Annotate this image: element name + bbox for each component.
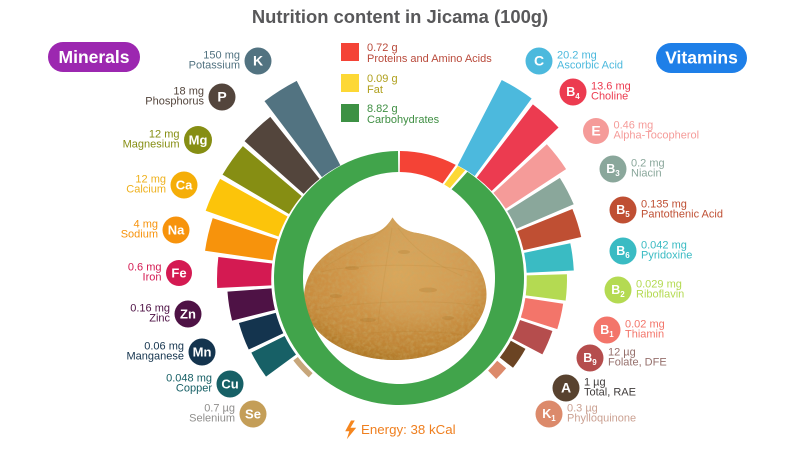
svg-text:Cu: Cu <box>221 376 238 391</box>
svg-text:Na: Na <box>168 222 185 237</box>
svg-text:Fe: Fe <box>171 265 186 280</box>
svg-text:Phosphorus: Phosphorus <box>145 96 204 108</box>
svg-text:B3: B3 <box>606 162 620 178</box>
svg-text:0.135 mg: 0.135 mg <box>641 199 687 211</box>
svg-text:B6: B6 <box>616 244 630 260</box>
svg-text:4 mg: 4 mg <box>134 219 158 231</box>
svg-text:B2: B2 <box>611 283 625 299</box>
svg-text:Potassium: Potassium <box>189 60 240 72</box>
svg-text:Energy: 38 kCal: Energy: 38 kCal <box>361 422 456 437</box>
svg-text:K: K <box>253 53 263 69</box>
svg-text:A: A <box>561 380 571 396</box>
svg-text:0.7 µg: 0.7 µg <box>204 403 235 415</box>
svg-text:Folate, DFE: Folate, DFE <box>608 357 667 369</box>
svg-text:Copper: Copper <box>176 383 212 395</box>
svg-text:Mn: Mn <box>193 344 212 359</box>
svg-text:Vitamins: Vitamins <box>665 48 738 68</box>
svg-text:Carbohydrates: Carbohydrates <box>367 114 440 126</box>
svg-text:Se: Se <box>245 406 261 421</box>
svg-text:C: C <box>534 53 544 69</box>
svg-text:0.3 µg: 0.3 µg <box>567 403 598 415</box>
svg-text:12 mg: 12 mg <box>135 174 166 186</box>
svg-text:Pyridoxine: Pyridoxine <box>641 250 692 262</box>
svg-text:0.06 mg: 0.06 mg <box>144 341 184 353</box>
svg-text:Thiamin: Thiamin <box>625 329 664 341</box>
svg-text:Ca: Ca <box>176 177 193 192</box>
svg-text:0.16 mg: 0.16 mg <box>130 303 170 315</box>
svg-text:150 mg: 150 mg <box>203 50 240 62</box>
svg-text:12 mg: 12 mg <box>149 129 180 141</box>
svg-text:B4: B4 <box>566 85 580 101</box>
svg-text:Phylloquinone: Phylloquinone <box>567 413 636 425</box>
svg-text:13.6 mg: 13.6 mg <box>591 81 631 93</box>
svg-text:0.042 mg: 0.042 mg <box>641 240 687 252</box>
svg-text:Sodium: Sodium <box>121 229 158 241</box>
svg-text:B9: B9 <box>583 351 597 367</box>
svg-text:B1: B1 <box>600 323 614 339</box>
svg-text:8.82 g: 8.82 g <box>367 103 398 115</box>
svg-text:Riboflavin: Riboflavin <box>636 289 684 301</box>
svg-text:Mg: Mg <box>189 132 208 147</box>
svg-text:Nutrition content in Jicama (1: Nutrition content in Jicama (100g) <box>252 6 548 27</box>
svg-text:Proteins and Amino Acids: Proteins and Amino Acids <box>367 53 492 65</box>
svg-text:0.72 g: 0.72 g <box>367 42 398 54</box>
svg-text:0.2 mg: 0.2 mg <box>631 158 665 170</box>
svg-text:Minerals: Minerals <box>59 47 130 67</box>
svg-text:Magnesium: Magnesium <box>123 139 180 151</box>
svg-text:Pantothenic Acid: Pantothenic Acid <box>641 209 723 221</box>
svg-text:Alpha-Tocopherol: Alpha-Tocopherol <box>614 130 700 142</box>
svg-text:0.02 mg: 0.02 mg <box>625 319 665 331</box>
svg-text:Choline: Choline <box>591 91 628 103</box>
svg-text:Niacin: Niacin <box>631 168 662 180</box>
svg-text:Selenium: Selenium <box>189 413 235 425</box>
svg-text:0.048 mg: 0.048 mg <box>166 373 212 385</box>
svg-text:0.029 mg: 0.029 mg <box>636 279 682 291</box>
svg-text:Calcium: Calcium <box>126 184 166 196</box>
svg-text:0.09 g: 0.09 g <box>367 73 398 85</box>
svg-text:K1: K1 <box>542 407 556 423</box>
svg-text:Iron: Iron <box>143 272 162 284</box>
svg-text:12 µg: 12 µg <box>608 347 636 359</box>
svg-text:Manganese: Manganese <box>127 351 185 363</box>
svg-text:0.46 mg: 0.46 mg <box>614 120 654 132</box>
svg-text:P: P <box>217 89 226 105</box>
svg-text:Zinc: Zinc <box>149 313 170 325</box>
svg-text:Zn: Zn <box>180 306 196 321</box>
svg-text:20.2 mg: 20.2 mg <box>557 50 597 62</box>
svg-text:Fat: Fat <box>367 84 383 96</box>
svg-text:Total, RAE: Total, RAE <box>584 387 636 399</box>
svg-text:B5: B5 <box>616 203 630 219</box>
svg-text:E: E <box>591 123 600 139</box>
svg-text:Ascorbic Acid: Ascorbic Acid <box>557 60 623 72</box>
svg-text:18 mg: 18 mg <box>173 86 204 98</box>
svg-text:0.6 mg: 0.6 mg <box>128 262 162 274</box>
svg-text:1 µg: 1 µg <box>584 377 606 389</box>
